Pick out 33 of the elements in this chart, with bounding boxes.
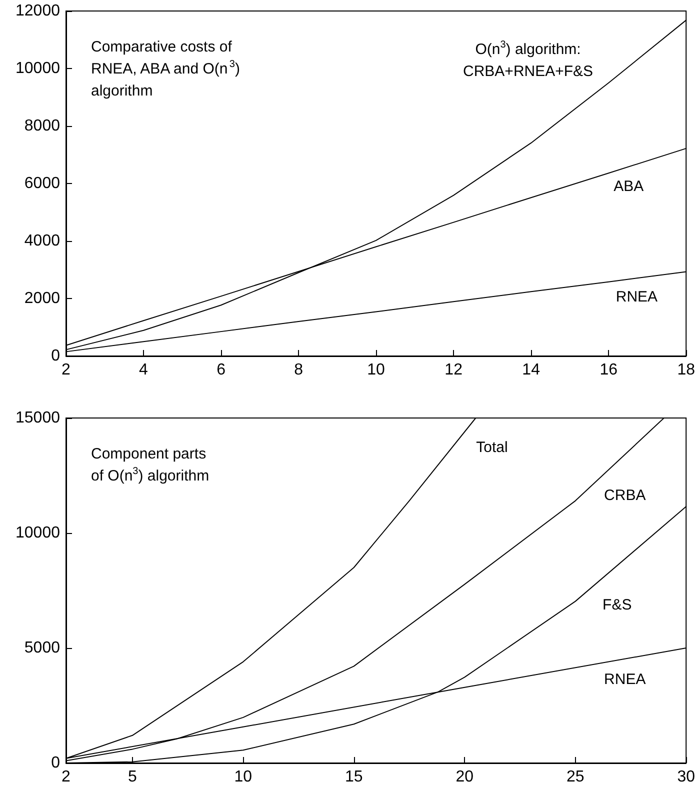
y-tick-label: 5000 — [24, 640, 60, 656]
y-tick-label: 15000 — [16, 410, 60, 426]
y-tick-label: 8000 — [24, 118, 60, 134]
x-tick-label: 18 — [677, 362, 696, 378]
series-label: ABA — [614, 178, 644, 196]
x-tick-label: 12 — [444, 362, 463, 378]
x-tick-label: 25 — [566, 768, 584, 786]
x-tick-label: 16 — [600, 362, 618, 378]
x-tick-label: 10 — [234, 768, 252, 786]
x-tick-label: 8 — [294, 362, 304, 378]
series-label: Total — [476, 438, 508, 456]
x-tick-label: 14 — [522, 362, 540, 378]
series-label: RNEA — [616, 288, 658, 306]
x-tick-label: 2 — [62, 362, 71, 378]
y-tick-label: 4000 — [24, 232, 60, 250]
y-tick-label: 0 — [51, 754, 60, 772]
series-label: RNEA — [604, 671, 646, 688]
y-tick-label: 12000 — [16, 2, 60, 20]
x-tick-label: 15 — [345, 768, 363, 786]
series-label: CRBA — [604, 487, 646, 504]
y-tick-label: 10000 — [16, 524, 60, 542]
x-tick-label: 6 — [216, 362, 226, 378]
y-tick-label: 0 — [51, 348, 60, 364]
x-tick-label: 20 — [456, 768, 474, 786]
x-tick-label: 10 — [367, 362, 386, 378]
y-tick-label: 10000 — [16, 60, 60, 77]
x-tick-label: 30 — [677, 768, 696, 786]
series-label: F&S — [602, 596, 632, 614]
x-tick-label: 4 — [139, 362, 148, 378]
y-tick-label: 2000 — [24, 290, 60, 307]
x-tick-label: 5 — [128, 768, 137, 786]
x-tick-label: 2 — [62, 768, 71, 786]
y-tick-label: 6000 — [24, 175, 60, 192]
